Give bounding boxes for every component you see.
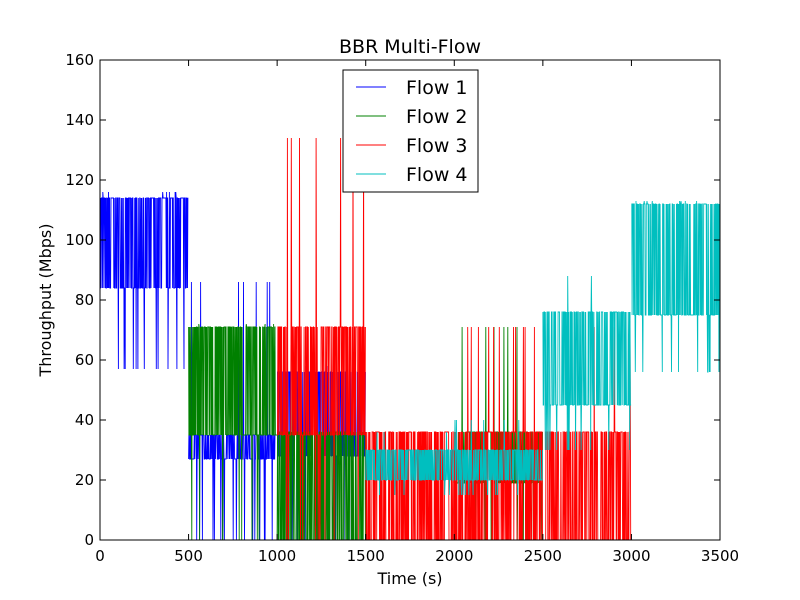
- legend-label-series-1: Flow 1: [406, 77, 468, 99]
- x-tick-label: 3000: [612, 547, 650, 565]
- series-1-segment-1: [99, 191, 189, 370]
- series-4-segment-4: [631, 200, 721, 373]
- series-4-segment-2: [454, 419, 543, 496]
- x-tick-label: 0: [95, 547, 105, 565]
- legend: Flow 1 Flow 2 Flow 3 Flow 4: [342, 69, 479, 193]
- y-tick-label: 0: [84, 531, 94, 549]
- x-tick-label: 1500: [347, 547, 385, 565]
- x-tick-label: 500: [174, 547, 203, 565]
- y-tick-label: 60: [75, 351, 94, 369]
- x-tick-label: 1000: [258, 547, 296, 565]
- legend-label-series-4: Flow 4: [406, 164, 468, 186]
- legend-box: [342, 69, 479, 193]
- series-3-segment-1: [277, 137, 366, 541]
- x-axis-label: Time (s): [376, 569, 442, 588]
- series-4-segment-1: [365, 431, 455, 496]
- x-tick-label: 2000: [435, 547, 473, 565]
- legend-label-series-2: Flow 2: [406, 106, 468, 128]
- y-tick-label: 120: [65, 171, 94, 189]
- series-4-segment-3: [542, 275, 632, 451]
- y-tick-label: 20: [75, 471, 94, 489]
- y-tick-label: 140: [65, 111, 94, 129]
- y-tick-label: 80: [75, 291, 94, 309]
- y-tick-label: 40: [75, 411, 94, 429]
- series-2-segment-1: [188, 323, 277, 541]
- series-3-segment-2: [365, 431, 455, 541]
- y-axis-label: Throughput (Mbps): [36, 224, 55, 378]
- series-4-trace: [365, 200, 721, 496]
- y-tick-label: 100: [65, 231, 94, 249]
- legend-label-series-3: Flow 3: [406, 135, 468, 157]
- x-tick-label: 3500: [701, 547, 739, 565]
- x-tick-label: 2500: [524, 547, 562, 565]
- chart-title: BBR Multi-Flow: [339, 36, 481, 58]
- y-tick-label: 160: [65, 51, 94, 69]
